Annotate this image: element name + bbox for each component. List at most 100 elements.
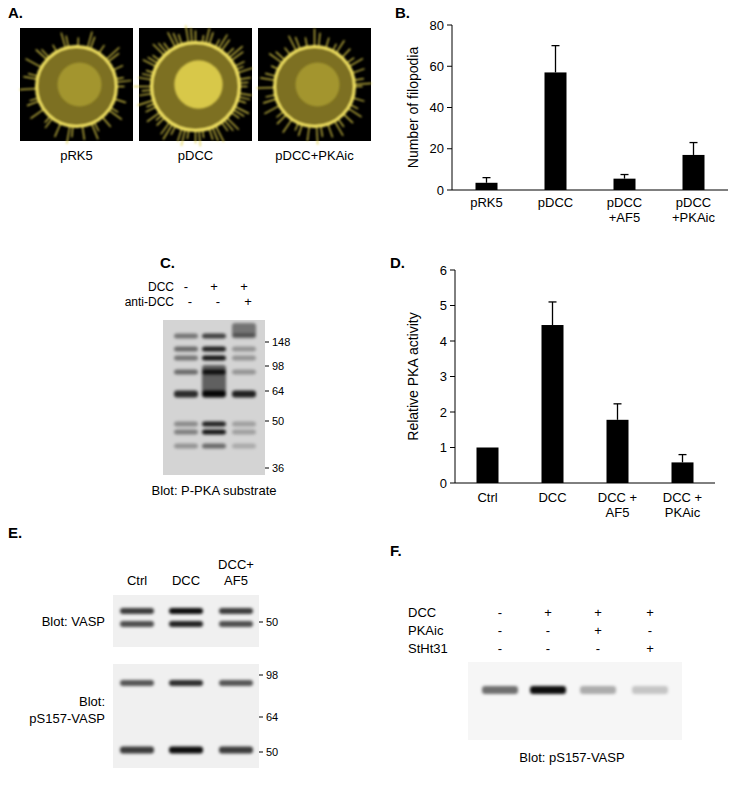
condition-sign: + [244,294,252,309]
tick [450,447,455,448]
label-line: 50 [266,746,278,758]
label-line: Ctrl [477,490,497,505]
label-line: +AF5 [609,210,640,225]
condition-sign: + [646,641,654,656]
marker-tick [259,752,263,753]
label-line: B. [395,4,410,21]
y-axis [455,270,456,483]
label-line: 98 [272,360,284,372]
tick [450,376,455,377]
marker-label: 36 [272,462,284,474]
condition-sign: - [648,623,652,638]
axis-title: Relative PKA activity [405,312,421,440]
row-label: StHt31 [408,641,448,656]
error-bar [549,302,557,325]
blot-caption: Blot: VASP [42,614,105,629]
condition-sign: - [546,623,550,638]
label-line: pDCC [676,195,711,210]
label-line: 98 [266,669,278,681]
band [120,608,154,614]
tick-label: 3 [440,369,447,384]
label-line: - [498,623,502,638]
band [232,323,256,337]
label-line: 50 [266,616,278,628]
row-label: DCC [148,280,174,294]
condition-sign: - [596,641,600,656]
label-line: DCC [408,605,436,620]
error-bar [690,143,698,155]
band [174,430,198,435]
label-line: A. [8,4,23,21]
category-label: pRK5 [470,195,503,210]
category-label: pDCC+PKAic [672,195,715,225]
error-stem [552,302,553,325]
tick [450,305,455,306]
error-cap [483,177,491,178]
band [232,444,256,449]
bar [476,183,498,190]
label-line: pDCC [538,195,573,210]
cell-body [296,63,340,107]
axis-title: Number of filopodia [405,47,421,169]
label-line: 60 [430,59,444,74]
label-line: pRK5 [60,148,93,163]
label-line: 36 [272,462,284,474]
label-line: StHt31 [408,641,448,656]
label-line: 3 [440,369,447,384]
band [169,680,203,686]
label-line: DCC+ [218,557,254,572]
bands [482,686,668,694]
error-stem [555,46,556,73]
micrograph [134,25,253,146]
band [580,686,616,694]
band [202,334,226,339]
marker-tick [259,622,263,623]
lane-label: DCC [172,573,200,588]
bar-chart: D.Relative PKA activity0123456CtrlDCCDCC… [390,254,715,520]
band [232,430,256,435]
error-stem [682,455,683,463]
panel-f: F.DCC-+++PKAic--+-StHt31---+Blot: pS157-… [390,542,682,765]
label-line: DCC + [663,490,702,505]
label-line: DCC + [598,490,637,505]
label-line: + [210,279,218,294]
label-line: 64 [272,385,284,397]
label-line: 148 [272,336,290,348]
error-stem [486,178,487,183]
band [219,608,253,614]
tick-label: 2 [440,405,447,420]
row-label: PKAic [408,623,444,638]
label-line: Number of filopodia [405,47,421,169]
condition-sign: - [498,641,502,656]
band [174,391,198,398]
micrograph [20,28,133,144]
band [219,621,253,627]
blot [468,662,682,740]
label-line: - [546,623,550,638]
band [120,680,154,686]
condition-sign: + [544,605,552,620]
marker-label: 64 [272,385,284,397]
tick [450,341,455,342]
bars [476,46,705,190]
condition-sign: + [240,279,248,294]
error-bar [679,455,687,463]
label-line: PKAic [408,623,444,638]
cell-body [174,60,222,108]
cell-edge [152,43,240,131]
row-label: DCC [408,605,436,620]
category-label: pDCC+AF5 [607,195,642,225]
category-label: DCC [538,490,566,505]
marker-label: 98 [266,669,278,681]
category-label: DCC +PKAic [663,490,702,520]
tick [447,25,452,26]
bar [683,155,705,190]
label-line: Blot: P-PKA substrate [151,483,276,498]
filopodia [257,29,372,145]
error-cap [552,45,560,46]
category-label: Ctrl [477,490,497,505]
bands [120,680,253,754]
band [202,356,226,361]
tick-label: 5 [440,298,447,313]
tick-label: 40 [430,100,444,115]
